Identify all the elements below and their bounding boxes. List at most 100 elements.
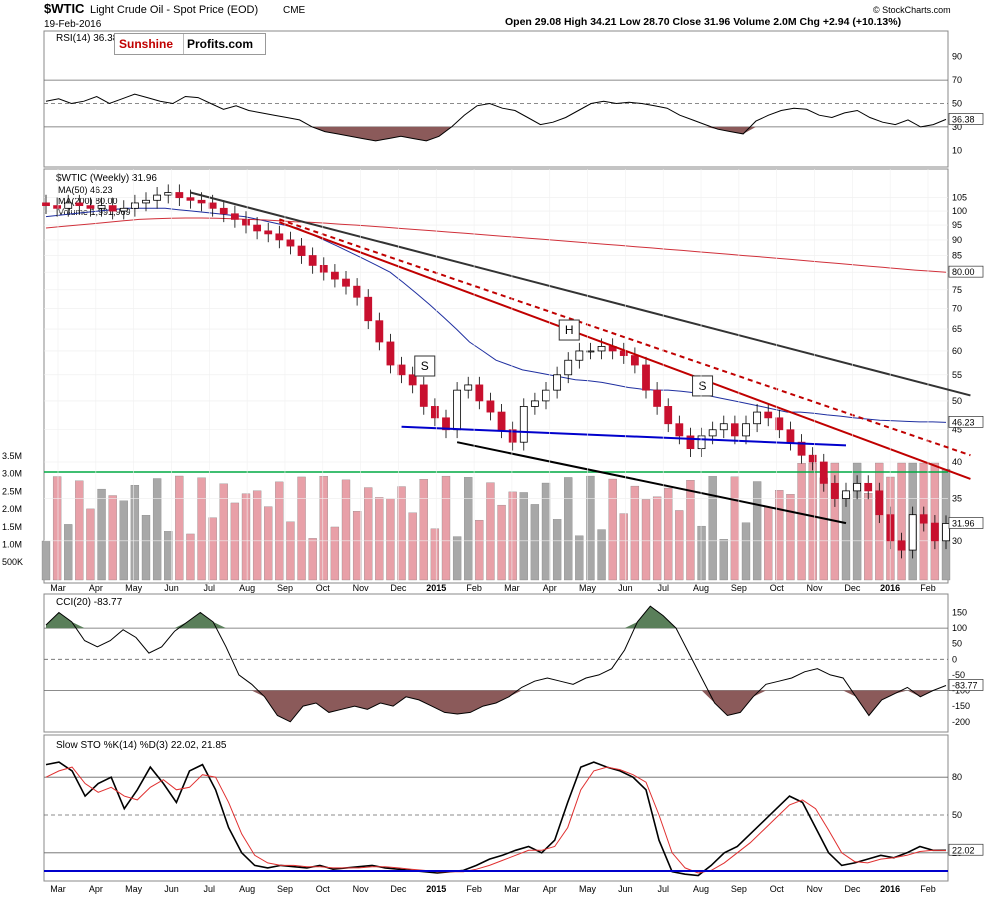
price-tick-label: 65 bbox=[952, 324, 962, 334]
volume-bar bbox=[741, 522, 751, 581]
volume-bar bbox=[308, 538, 317, 581]
price-tick-label: 105 bbox=[952, 193, 967, 203]
exchange-label: CME bbox=[283, 5, 306, 16]
volume-bar bbox=[664, 487, 673, 581]
x-tick-label: Feb bbox=[920, 884, 936, 894]
volume-bar bbox=[75, 480, 84, 581]
volume-bar bbox=[530, 504, 540, 581]
symbol-title: $WTIC bbox=[44, 1, 85, 16]
volume-bar bbox=[108, 495, 117, 581]
candle-down bbox=[286, 239, 295, 247]
y-tick-label: 90 bbox=[952, 52, 962, 62]
x-tick-label: May bbox=[579, 884, 597, 894]
x-tick-label: Jun bbox=[618, 583, 633, 593]
candle-up bbox=[742, 423, 750, 437]
pattern-annotation-label: S bbox=[699, 379, 707, 393]
sunshine-profits-logo: Sunshine Profits.com bbox=[114, 33, 266, 55]
volume-bar bbox=[630, 485, 640, 581]
overbought-fill bbox=[46, 606, 946, 629]
x-tick-label: Dec bbox=[390, 884, 407, 894]
oversold-fill bbox=[46, 126, 946, 141]
legend-volume: Volume 1,991,969 bbox=[58, 207, 131, 217]
candle-down bbox=[275, 233, 284, 241]
x-tick-label: Nov bbox=[353, 884, 370, 894]
last-value-label: 36.38 bbox=[952, 114, 975, 124]
volume-bar bbox=[864, 493, 873, 581]
volume-tick-label: 2.5M bbox=[2, 486, 22, 496]
candle-down bbox=[75, 202, 84, 207]
candle-up bbox=[708, 429, 717, 437]
volume-bar bbox=[819, 477, 828, 581]
volume-bar bbox=[797, 463, 806, 581]
volume-bar bbox=[697, 525, 706, 581]
candle-down bbox=[775, 417, 784, 431]
candle-down bbox=[208, 202, 217, 209]
candle-down bbox=[364, 296, 373, 322]
candle-down bbox=[375, 320, 384, 343]
x-tick-label: 2015 bbox=[426, 884, 446, 894]
rsi-panel bbox=[43, 30, 949, 168]
volume-bar bbox=[752, 481, 762, 581]
candle-down bbox=[664, 406, 673, 425]
volume-bar bbox=[186, 533, 195, 581]
candle-down bbox=[486, 400, 495, 413]
price-tick-label: 55 bbox=[952, 370, 962, 380]
volume-bar bbox=[330, 526, 340, 581]
candle-up bbox=[519, 406, 528, 443]
pattern-annotation-box bbox=[692, 375, 714, 397]
y-tick-label: 0 bbox=[952, 654, 957, 664]
volume-bar bbox=[197, 477, 206, 581]
price-tick-label: 90 bbox=[952, 235, 962, 245]
candle-down bbox=[653, 389, 662, 407]
volume-bar bbox=[464, 477, 473, 581]
sto-panel bbox=[43, 734, 949, 882]
red-dashed-resistance-line bbox=[279, 218, 971, 457]
volume-bar bbox=[341, 479, 351, 581]
x-tick-label: Sep bbox=[731, 884, 747, 894]
ma200-value-label-box bbox=[948, 265, 984, 278]
candle-down bbox=[730, 423, 739, 437]
x-tick-label: Apr bbox=[89, 884, 103, 894]
volume-bar bbox=[852, 462, 862, 581]
candle-down bbox=[53, 205, 62, 209]
candle-down bbox=[230, 213, 239, 220]
x-tick-label: Aug bbox=[239, 884, 255, 894]
volume-bar bbox=[541, 482, 551, 581]
candle-down bbox=[253, 224, 262, 232]
x-tick-label: Nov bbox=[807, 583, 824, 593]
volume-bar bbox=[152, 478, 162, 581]
volume-bar bbox=[252, 490, 262, 581]
x-tick-label: 2015 bbox=[426, 583, 446, 593]
long-term-resistance-line bbox=[190, 191, 971, 397]
candle-up bbox=[164, 192, 173, 196]
candle-down bbox=[475, 384, 484, 402]
x-tick-label: Dec bbox=[844, 884, 861, 894]
y-tick-label: -200 bbox=[952, 717, 970, 727]
price-tick-label: 60 bbox=[952, 346, 962, 356]
x-tick-label: Feb bbox=[920, 583, 936, 593]
candle-down bbox=[875, 490, 884, 516]
x-tick-label: Jun bbox=[618, 884, 633, 894]
candle-down bbox=[642, 364, 650, 391]
candle-up bbox=[697, 435, 706, 450]
price-tick-label: 40 bbox=[952, 457, 962, 467]
candle-up bbox=[553, 374, 562, 391]
cci-title: CCI(20) -83.77 bbox=[56, 597, 123, 608]
volume-bar bbox=[675, 510, 684, 581]
volume-bar bbox=[319, 476, 328, 581]
volume-bar bbox=[97, 488, 106, 581]
candle-down bbox=[219, 207, 228, 215]
ohlc-summary: Open 29.08 High 34.21 Low 28.70 Close 31… bbox=[505, 16, 901, 28]
candle-up bbox=[64, 202, 73, 209]
candle-down bbox=[197, 199, 206, 204]
volume-bar bbox=[764, 507, 773, 581]
volume-bar bbox=[86, 508, 95, 581]
black-support-line bbox=[456, 441, 847, 525]
candle-down bbox=[242, 218, 250, 226]
candle-down bbox=[186, 197, 195, 201]
volume-bar bbox=[597, 529, 606, 581]
x-tick-label: Jun bbox=[164, 583, 179, 593]
candle-down bbox=[630, 355, 639, 366]
x-tick-label: Sep bbox=[277, 884, 293, 894]
volume-bar bbox=[275, 481, 284, 581]
